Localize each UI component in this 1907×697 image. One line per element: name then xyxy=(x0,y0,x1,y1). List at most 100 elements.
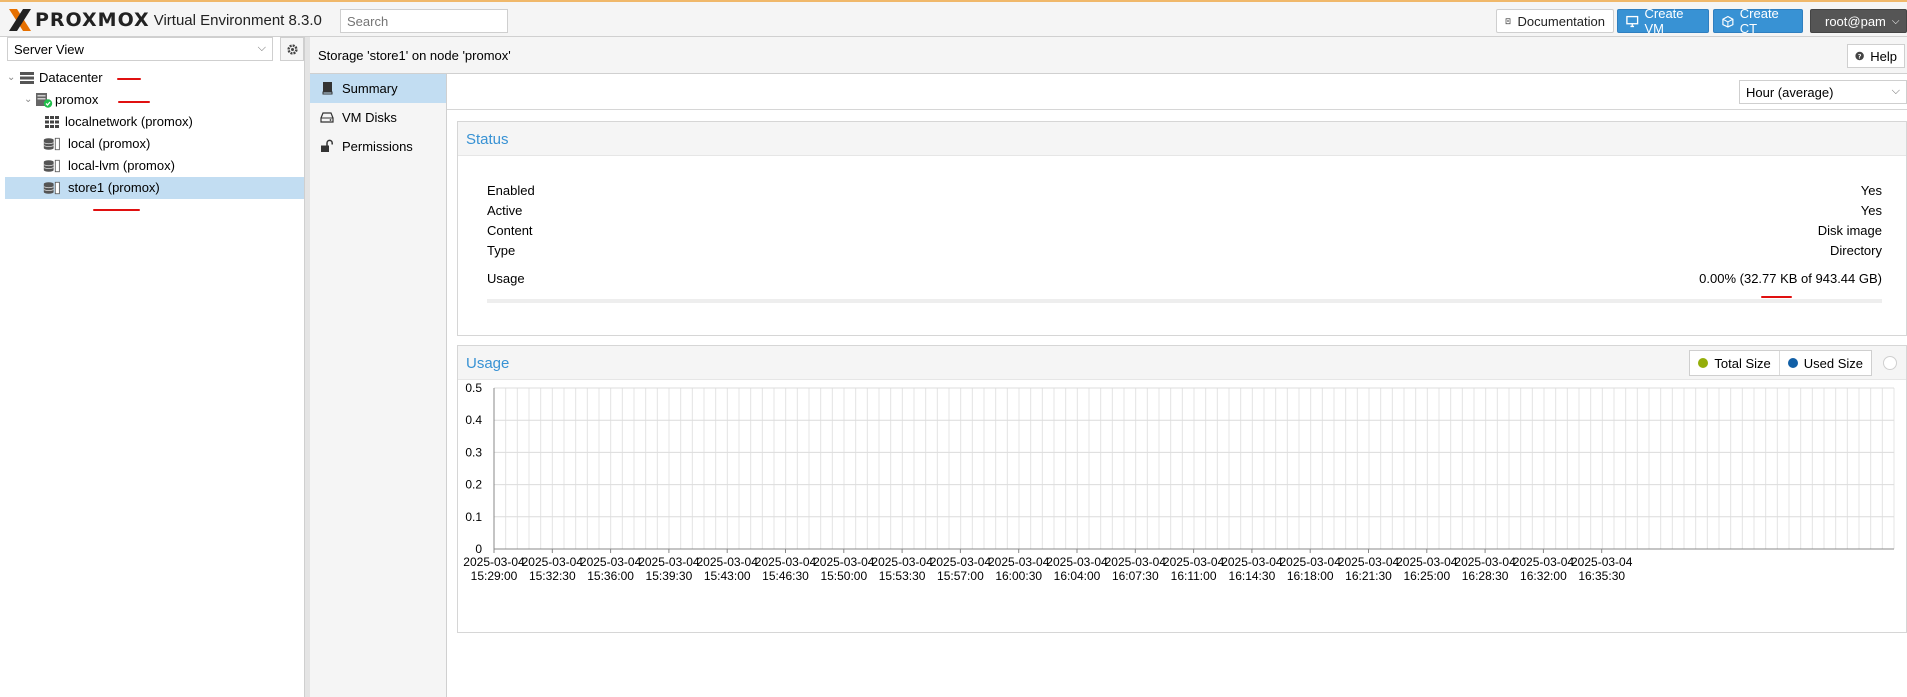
y-tick-label: 0.3 xyxy=(465,445,482,459)
summary-main: Hour (average) ⌵ Status Enabled Yes Acti… xyxy=(447,74,1907,697)
x-tick-label-time: 15:43:00 xyxy=(704,569,751,583)
status-value: Yes xyxy=(1860,203,1882,218)
view-selector-value: Server View xyxy=(14,42,84,57)
svg-text:?: ? xyxy=(1858,53,1862,60)
tab-vm-disks[interactable]: VM Disks xyxy=(310,103,446,132)
status-panel-title: Status xyxy=(466,131,509,148)
panel-splitter[interactable] xyxy=(305,37,310,697)
legend-dot-total xyxy=(1698,358,1709,368)
x-tick-label-date: 2025-03-04 xyxy=(1046,555,1108,569)
x-tick-label-time: 16:00:30 xyxy=(995,569,1042,583)
tab-summary[interactable]: Summary xyxy=(310,74,446,103)
legend-used-size[interactable]: Used Size xyxy=(1780,351,1871,375)
x-tick-label-date: 2025-03-04 xyxy=(580,555,642,569)
tab-permissions[interactable]: Permissions xyxy=(310,132,446,161)
annotation-underline xyxy=(1761,296,1792,298)
create-ct-button[interactable]: Create CT xyxy=(1713,6,1803,36)
tree-item-datacenter[interactable]: ⌄ Datacenter xyxy=(5,67,304,89)
help-label: Help xyxy=(1870,48,1897,64)
page-title: Storage 'store1' on node 'promox' xyxy=(318,48,511,63)
gear-icon xyxy=(286,43,298,55)
tree-settings-button[interactable] xyxy=(280,37,304,61)
x-tick-label-date: 2025-03-04 xyxy=(697,555,759,569)
view-selector[interactable]: Server View ⌵ xyxy=(7,37,273,61)
status-row-usage: Usage 0.00% (32.77 KB of 943.44 GB) xyxy=(487,271,1882,291)
usage-panel: Usage Total Size Used Size 0 0.1 0.2 0.3 0.4… xyxy=(457,345,1907,633)
product-version: Virtual Environment 8.3.0 xyxy=(153,11,322,29)
y-tick-label: 0.5 xyxy=(465,381,482,395)
storage-subnav: Summary VM Disks Permissions xyxy=(310,74,447,697)
sdn-grid-icon xyxy=(45,116,59,128)
question-circle-icon: ? xyxy=(1855,51,1864,60)
y-tick-label: 0.2 xyxy=(465,478,482,492)
user-menu-button[interactable]: root@pam ⌵ xyxy=(1810,9,1907,33)
tree-item-node-promox[interactable]: ⌄ promox xyxy=(5,89,304,111)
tab-permissions-label: Permissions xyxy=(342,139,413,154)
x-tick-label-date: 2025-03-04 xyxy=(1280,555,1342,569)
tree-item-local[interactable]: local (promox) xyxy=(5,133,304,155)
tree-item-store1[interactable]: store1 (promox) xyxy=(5,177,304,199)
x-tick-label-date: 2025-03-04 xyxy=(988,555,1050,569)
usage-chart: 00.10.20.30.40.52025-03-0415:29:002025-0… xyxy=(463,381,1895,583)
status-row-active: Active Yes xyxy=(487,203,1882,223)
tree-item-local-lvm[interactable]: local-lvm (promox) xyxy=(5,155,304,177)
status-panel: Status Enabled Yes Active Yes Content Di… xyxy=(457,121,1907,336)
tree-item-label: local-lvm (promox) xyxy=(68,158,175,173)
storage-icon xyxy=(43,181,60,195)
top-bar: PROXMOX Virtual Environment 8.3.0 Docume… xyxy=(0,0,1907,37)
documentation-button[interactable]: Documentation xyxy=(1496,9,1614,33)
status-value: Yes xyxy=(1860,183,1882,198)
x-tick-label-date: 2025-03-04 xyxy=(1221,555,1283,569)
x-tick-label-time: 16:04:00 xyxy=(1054,569,1101,583)
y-tick-label: 0 xyxy=(475,542,482,556)
book-icon xyxy=(322,82,333,95)
legend-dot-used xyxy=(1787,358,1798,368)
create-vm-button[interactable]: Create VM xyxy=(1617,6,1709,36)
x-tick-label-time: 16:25:00 xyxy=(1403,569,1450,583)
timeframe-value: Hour (average) xyxy=(1746,85,1834,100)
x-tick-label-time: 16:14:30 xyxy=(1229,569,1276,583)
x-tick-label-time: 15:36:00 xyxy=(587,569,634,583)
undo-zoom-icon[interactable] xyxy=(1883,356,1897,370)
x-tick-label-date: 2025-03-04 xyxy=(1338,555,1400,569)
y-tick-label: 0.4 xyxy=(465,413,482,427)
x-tick-label-time: 16:21:30 xyxy=(1345,569,1392,583)
timeframe-selector[interactable]: Hour (average) ⌵ xyxy=(1739,80,1907,104)
x-tick-label-date: 2025-03-04 xyxy=(755,555,817,569)
help-button[interactable]: ? Help xyxy=(1847,44,1905,68)
tree-item-label: store1 (promox) xyxy=(68,180,160,195)
hdd-icon xyxy=(320,112,334,123)
proxmox-logo[interactable]: PROXMOX Virtual Environment 8.3.0 xyxy=(7,7,322,33)
status-key: Enabled xyxy=(487,183,535,198)
tab-summary-label: Summary xyxy=(342,81,398,96)
chevron-down-icon: ⌵ xyxy=(257,42,266,54)
usage-progress-bar xyxy=(487,299,1882,303)
x-tick-label-date: 2025-03-04 xyxy=(871,555,933,569)
legend-total-size[interactable]: Total Size xyxy=(1690,351,1780,375)
collapse-icon[interactable]: ⌄ xyxy=(24,94,33,105)
chart-legend: Total Size Used Size xyxy=(1689,350,1872,376)
tree-item-localnetwork[interactable]: localnetwork (promox) xyxy=(5,111,304,133)
x-tick-label-time: 16:11:00 xyxy=(1171,569,1217,583)
status-row-enabled: Enabled Yes xyxy=(487,183,1882,203)
collapse-icon[interactable]: ⌄ xyxy=(7,72,16,83)
tree-item-label: localnetwork (promox) xyxy=(65,114,193,129)
documentation-label: Documentation xyxy=(1517,13,1605,29)
search-input[interactable] xyxy=(340,9,508,33)
status-value: Directory xyxy=(1829,243,1882,258)
node-online-icon xyxy=(36,93,53,108)
x-tick-label-time: 15:46:30 xyxy=(762,569,809,583)
status-panel-header: Status xyxy=(458,122,1906,156)
x-tick-label-time: 15:53:30 xyxy=(879,569,926,583)
tree-item-label: local (promox) xyxy=(68,136,151,151)
book-icon xyxy=(1505,17,1511,24)
status-key: Usage xyxy=(487,271,525,286)
annotation-underline xyxy=(118,101,150,103)
create-ct-label: Create CT xyxy=(1739,6,1779,36)
cube-icon xyxy=(1722,15,1734,28)
annotation-underline xyxy=(117,78,141,80)
x-tick-label-date: 2025-03-04 xyxy=(1571,555,1633,569)
x-tick-label-date: 2025-03-04 xyxy=(813,555,875,569)
y-tick-label: 0.1 xyxy=(465,510,482,524)
storage-icon xyxy=(43,137,60,151)
